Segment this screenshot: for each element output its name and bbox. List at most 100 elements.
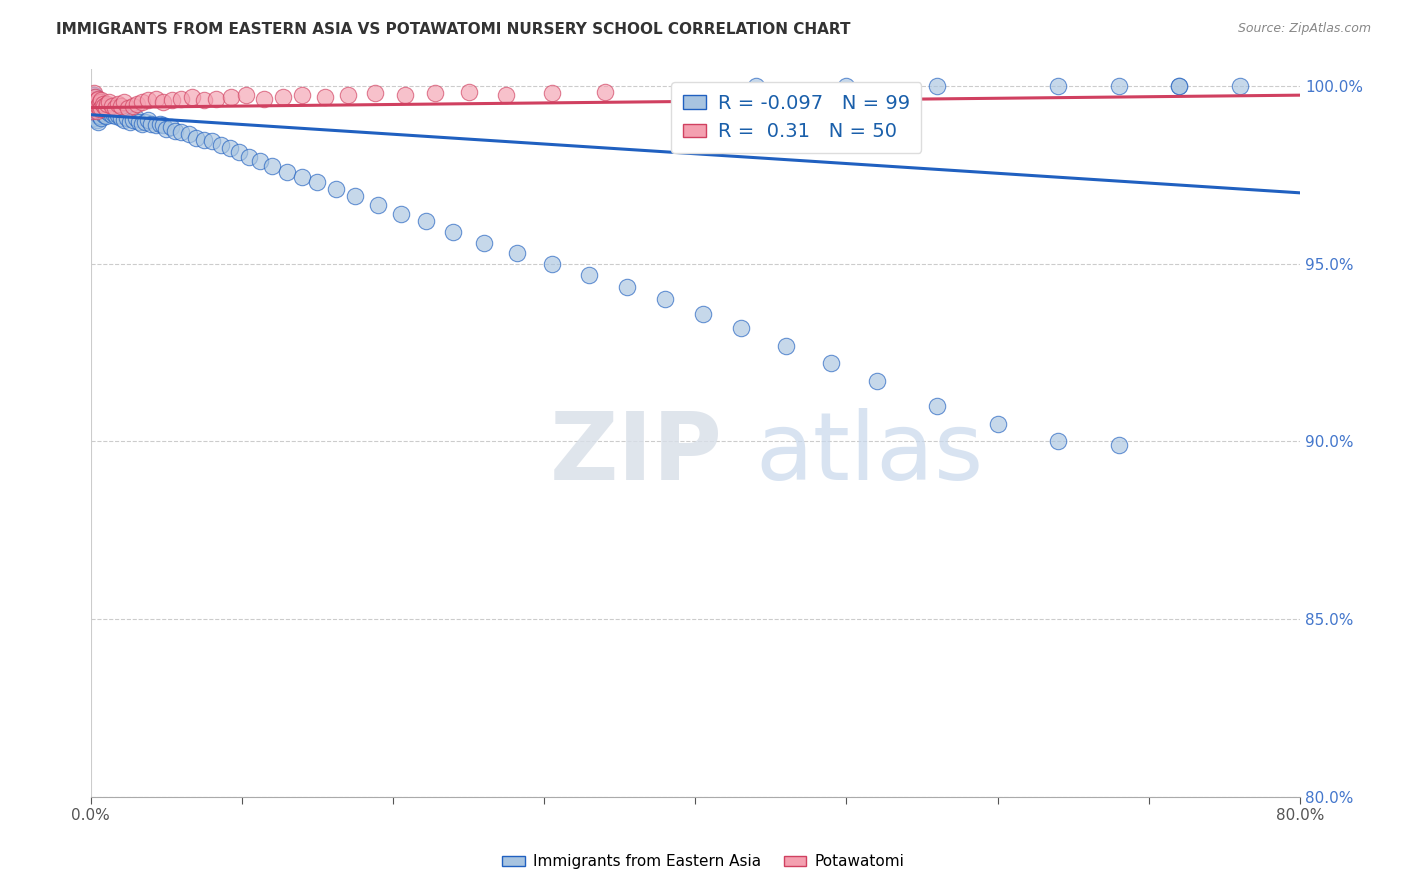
Point: [90, 104, 112, 119]
Point: [927, 399, 949, 413]
Point: [159, 120, 181, 135]
Point: [87, 99, 110, 113]
Point: [775, 338, 797, 352]
Point: [97, 106, 120, 120]
Point: [101, 108, 124, 122]
Point: [835, 79, 858, 94]
Point: [90, 112, 112, 126]
Point: [89, 95, 111, 110]
Point: [134, 115, 156, 129]
Point: [117, 101, 139, 115]
Point: [94, 110, 117, 124]
Point: [866, 374, 889, 388]
Point: [86, 99, 108, 113]
Point: [228, 145, 250, 159]
Point: [127, 97, 149, 112]
Point: [110, 112, 132, 126]
Point: [218, 141, 240, 155]
Point: [83, 94, 105, 108]
Point: [115, 112, 138, 126]
Point: [325, 182, 347, 196]
Point: [219, 90, 242, 104]
Legend: Immigrants from Eastern Asia, Potawatomi: Immigrants from Eastern Asia, Potawatomi: [496, 848, 910, 875]
Point: [593, 85, 616, 99]
Point: [271, 90, 294, 104]
Point: [96, 97, 118, 112]
Point: [84, 104, 107, 119]
Point: [457, 85, 479, 99]
Text: atlas: atlas: [756, 409, 984, 500]
Point: [112, 95, 135, 110]
Text: IMMIGRANTS FROM EASTERN ASIA VS POTAWATOMI NURSERY SCHOOL CORRELATION CHART: IMMIGRANTS FROM EASTERN ASIA VS POTAWATO…: [56, 22, 851, 37]
Point: [107, 97, 129, 112]
Point: [152, 119, 174, 133]
Point: [84, 97, 107, 112]
Point: [578, 268, 600, 282]
Point: [1047, 434, 1070, 449]
Point: [170, 92, 193, 106]
Point: [235, 88, 257, 103]
Point: [443, 225, 465, 239]
Point: [91, 99, 114, 113]
Point: [82, 104, 104, 119]
Point: [149, 117, 172, 131]
Point: [654, 293, 676, 307]
Point: [139, 117, 162, 131]
Point: [177, 127, 200, 141]
Point: [616, 280, 638, 294]
Point: [136, 113, 159, 128]
Point: [165, 124, 187, 138]
Point: [122, 99, 145, 113]
Point: [186, 130, 208, 145]
Point: [1108, 79, 1130, 94]
Point: [104, 101, 127, 115]
Point: [82, 104, 104, 119]
Point: [1168, 79, 1191, 94]
Point: [344, 189, 367, 203]
Point: [128, 115, 150, 129]
Point: [82, 94, 104, 108]
Point: [86, 92, 108, 106]
Point: [82, 97, 104, 112]
Point: [90, 101, 112, 115]
Point: [180, 90, 202, 104]
Point: [84, 90, 107, 104]
Point: [193, 132, 215, 146]
Point: [83, 97, 105, 112]
Point: [291, 88, 314, 103]
Point: [276, 164, 298, 178]
Point: [93, 101, 115, 115]
Point: [93, 99, 115, 113]
Point: [87, 92, 110, 106]
Point: [249, 153, 271, 168]
Point: [364, 87, 387, 101]
Point: [89, 95, 111, 110]
Point: [1229, 79, 1251, 94]
Point: [145, 92, 167, 106]
Point: [86, 94, 108, 108]
Text: Source: ZipAtlas.com: Source: ZipAtlas.com: [1237, 22, 1371, 36]
Point: [86, 113, 108, 128]
Point: [136, 94, 159, 108]
Point: [94, 101, 117, 115]
Point: [86, 106, 108, 120]
Point: [87, 101, 110, 115]
Point: [101, 99, 124, 113]
Point: [98, 103, 121, 117]
Point: [394, 88, 416, 103]
Point: [94, 103, 117, 117]
Point: [927, 79, 949, 94]
Point: [104, 104, 127, 119]
Point: [131, 95, 153, 110]
Legend: R = -0.097   N = 99, R =  0.31   N = 50: R = -0.097 N = 99, R = 0.31 N = 50: [671, 82, 921, 153]
Point: [987, 417, 1010, 431]
Point: [692, 307, 714, 321]
Point: [253, 92, 276, 106]
Point: [110, 99, 132, 113]
Point: [87, 115, 110, 129]
Point: [89, 110, 111, 124]
Point: [93, 108, 115, 122]
Point: [200, 134, 222, 148]
Point: [145, 119, 167, 133]
Point: [84, 101, 107, 115]
